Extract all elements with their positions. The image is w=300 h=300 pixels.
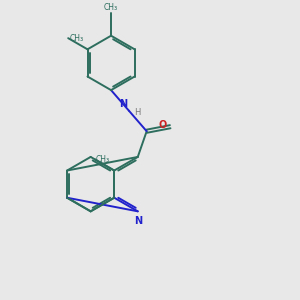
Text: CH₃: CH₃ <box>95 155 110 164</box>
Text: O: O <box>158 120 167 130</box>
Text: H: H <box>134 108 140 117</box>
Text: N: N <box>119 99 128 109</box>
Text: CH₃: CH₃ <box>104 3 118 12</box>
Text: N: N <box>134 217 142 226</box>
Text: CH₃: CH₃ <box>70 34 84 43</box>
